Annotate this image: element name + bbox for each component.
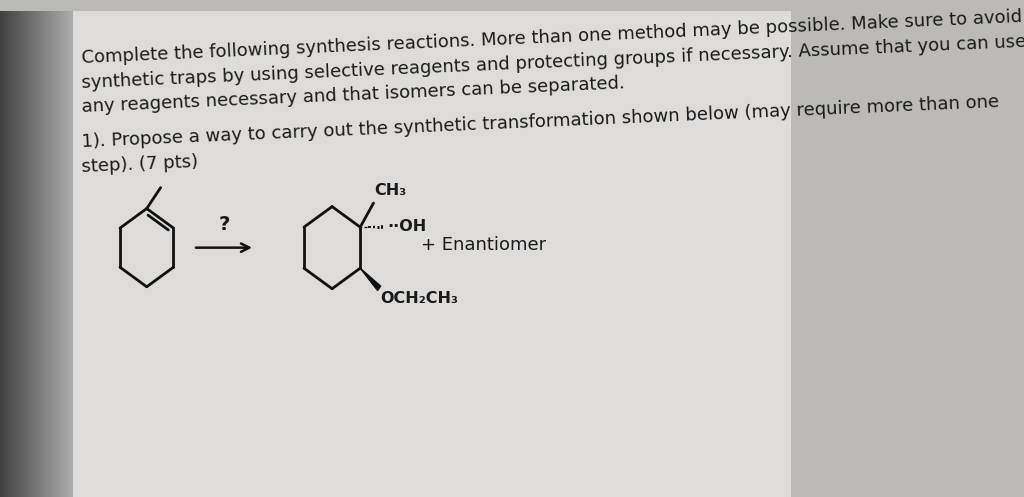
Text: any reagents necessary and that isomers can be separated.: any reagents necessary and that isomers … bbox=[81, 75, 625, 116]
Text: ··OH: ··OH bbox=[387, 219, 426, 234]
Text: 1). Propose a way to carry out the synthetic transformation shown below (may req: 1). Propose a way to carry out the synth… bbox=[81, 93, 999, 151]
Text: CH₃: CH₃ bbox=[374, 183, 407, 198]
Text: ?: ? bbox=[218, 215, 229, 234]
Text: Complete the following synthesis reactions. More than one method may be possible: Complete the following synthesis reactio… bbox=[81, 8, 1022, 67]
Polygon shape bbox=[360, 268, 381, 291]
Text: + Enantiomer: + Enantiomer bbox=[421, 236, 546, 254]
Text: OCH₂CH₃: OCH₂CH₃ bbox=[381, 291, 459, 306]
Text: step). (7 pts): step). (7 pts) bbox=[81, 153, 199, 175]
Text: synthetic traps by using selective reagents and protecting groups if necessary. : synthetic traps by using selective reage… bbox=[81, 32, 1024, 91]
